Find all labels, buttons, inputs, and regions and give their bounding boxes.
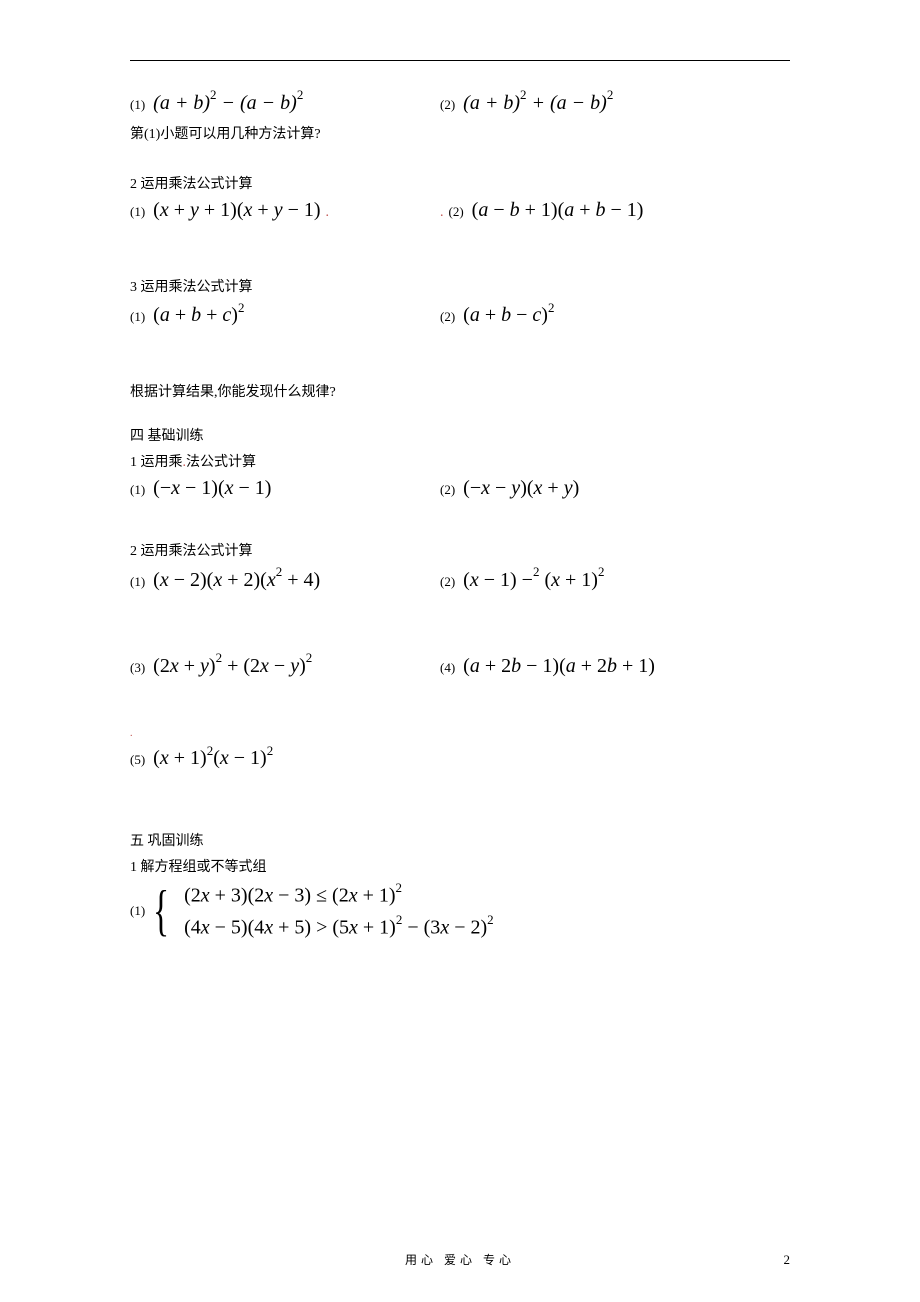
red-mark: . — [130, 728, 790, 739]
block3-note: 根据计算结果,你能发现什么规律? — [130, 381, 790, 401]
page: (1)(a + b)2 − (a − b)2 (2)(a + b)2 + (a … — [0, 0, 920, 1302]
block3-title: 3 运用乘法公式计算 — [130, 276, 790, 296]
eq-5-5: (5)(x + 1)2(x − 1)2 — [130, 747, 273, 769]
eq-3-1: (1)(a + b + c)2 — [130, 304, 244, 326]
ineq-line-2: (4x − 5)(4x + 5) > (5x + 1)2 − (3x − 2)2 — [184, 914, 494, 940]
eq-4-2: (2)(−x − y)(x + y) — [440, 477, 579, 499]
ineq-line-1: (2x + 3)(2x − 3) ≤ (2x + 1)2 — [184, 882, 494, 908]
block4-heading: 四 基础训练 — [130, 425, 790, 445]
footer-text: 用心 爱心 专心 — [0, 1251, 920, 1268]
block5-row-1: (1)(x − 2)(x + 2)(x2 + 4) (2)(x − 1) −2 … — [130, 566, 790, 592]
block1-row: (1)(a + b)2 − (a − b)2 (2)(a + b)2 + (a … — [130, 89, 790, 115]
block5-title: 2 运用乘法公式计算 — [130, 540, 790, 560]
block3-row: (1)(a + b + c)2 (2)(a + b − c)2 — [130, 302, 790, 328]
block5-row-2: (3)(2x + y)2 + (2x − y)2 (4)(a + 2b − 1)… — [130, 652, 790, 678]
eq-5-4: (4)(a + 2b − 1)(a + 2b + 1) — [440, 655, 655, 677]
eq-5-2: (2)(x − 1) −2 (x + 1)2 — [440, 569, 604, 591]
inequality-system: (1) { (2x + 3)(2x − 3) ≤ (2x + 1)2 (4x −… — [130, 882, 790, 939]
left-brace-icon: { — [153, 883, 169, 939]
eq-5-1: (1)(x − 2)(x + 2)(x2 + 4) — [130, 569, 320, 591]
block6-sub: 1 解方程组或不等式组 — [130, 856, 790, 876]
eq-1-1: (1)(a + b)2 − (a − b)2 — [130, 92, 303, 114]
block2-row: (1)(x + y + 1)(x + y − 1) . . (2)(a − b … — [130, 199, 790, 222]
ineq-label: (1) — [130, 903, 145, 919]
eq-2-1: (1)(x + y + 1)(x + y − 1) . — [130, 199, 329, 221]
block5-row-3: (5)(x + 1)2(x − 1)2 — [130, 745, 790, 771]
eq-1-2: (2)(a + b)2 + (a − b)2 — [440, 92, 613, 114]
block4-sub: 1 运用乘.法公式计算 — [130, 451, 790, 471]
eq-4-1: (1)(−x − 1)(x − 1) — [130, 477, 271, 499]
block6-heading: 五 巩固训练 — [130, 830, 790, 850]
eq-3-2: (2)(a + b − c)2 — [440, 304, 554, 326]
block1-note: 第(1)小题可以用几种方法计算? — [130, 123, 790, 143]
block2-title: 2 运用乘法公式计算 — [130, 173, 790, 193]
top-rule — [130, 60, 790, 61]
eq-2-2: . (2)(a − b + 1)(a + b − 1) — [440, 199, 643, 221]
eq-5-3: (3)(2x + y)2 + (2x − y)2 — [130, 655, 312, 677]
block4-row: (1)(−x − 1)(x − 1) (2)(−x − y)(x + y) — [130, 477, 790, 500]
page-number: 2 — [784, 1252, 791, 1268]
